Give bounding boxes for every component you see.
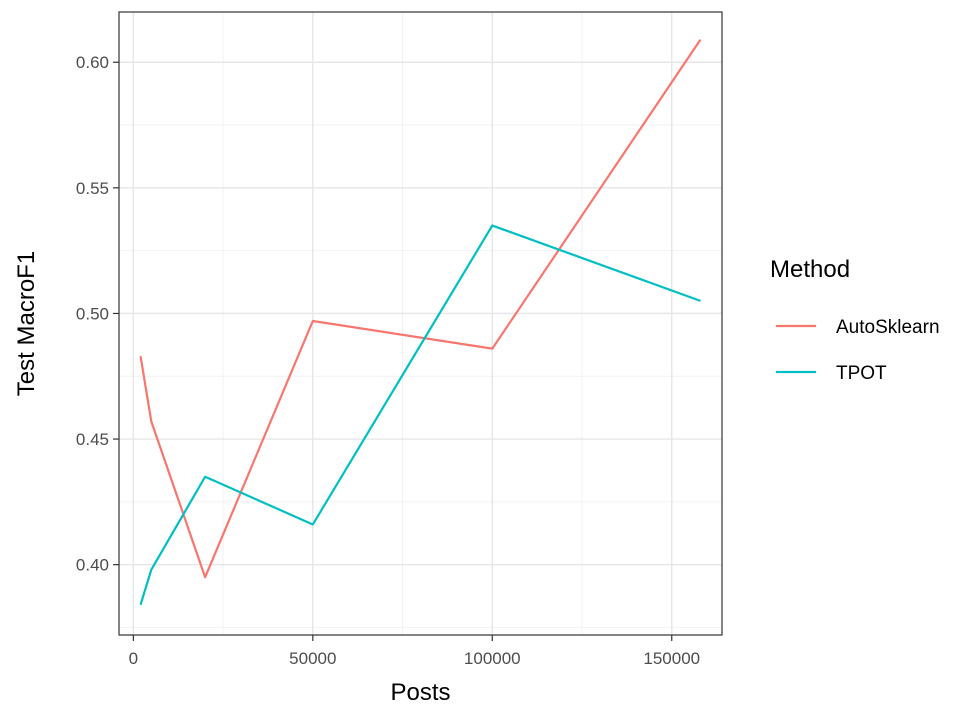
legend-label-tpot: TPOT <box>836 363 887 384</box>
x-axis-title: Posts <box>390 679 450 706</box>
series-layer <box>139 39 702 606</box>
y-tick-label: 0.45 <box>76 430 109 449</box>
legend-label-autosklearn: AutoSklearn <box>836 317 940 338</box>
series-line-tpot <box>139 224 701 606</box>
x-tick-label: 150000 <box>643 649 700 668</box>
y-axis-ticks: 0.40 0.45 0.50 0.55 0.60 <box>76 53 119 575</box>
x-axis-ticks: 0 50000 100000 150000 <box>129 635 700 668</box>
grid-major <box>119 12 722 635</box>
legend: Method AutoSklearn TPOT <box>770 256 940 384</box>
y-tick-label: 0.50 <box>76 304 109 323</box>
legend-title: Method <box>770 256 850 283</box>
y-tick-label: 0.40 <box>76 556 109 575</box>
x-tick-label: 100000 <box>464 649 521 668</box>
y-axis-title: Test MacroF1 <box>13 251 40 396</box>
x-tick-label: 0 <box>129 649 138 668</box>
x-tick-label: 50000 <box>289 649 336 668</box>
y-tick-label: 0.60 <box>76 53 109 72</box>
grid-minor <box>119 12 722 635</box>
y-tick-label: 0.55 <box>76 179 109 198</box>
panel-border <box>118 11 723 636</box>
series-line-autosklearn <box>139 39 702 579</box>
